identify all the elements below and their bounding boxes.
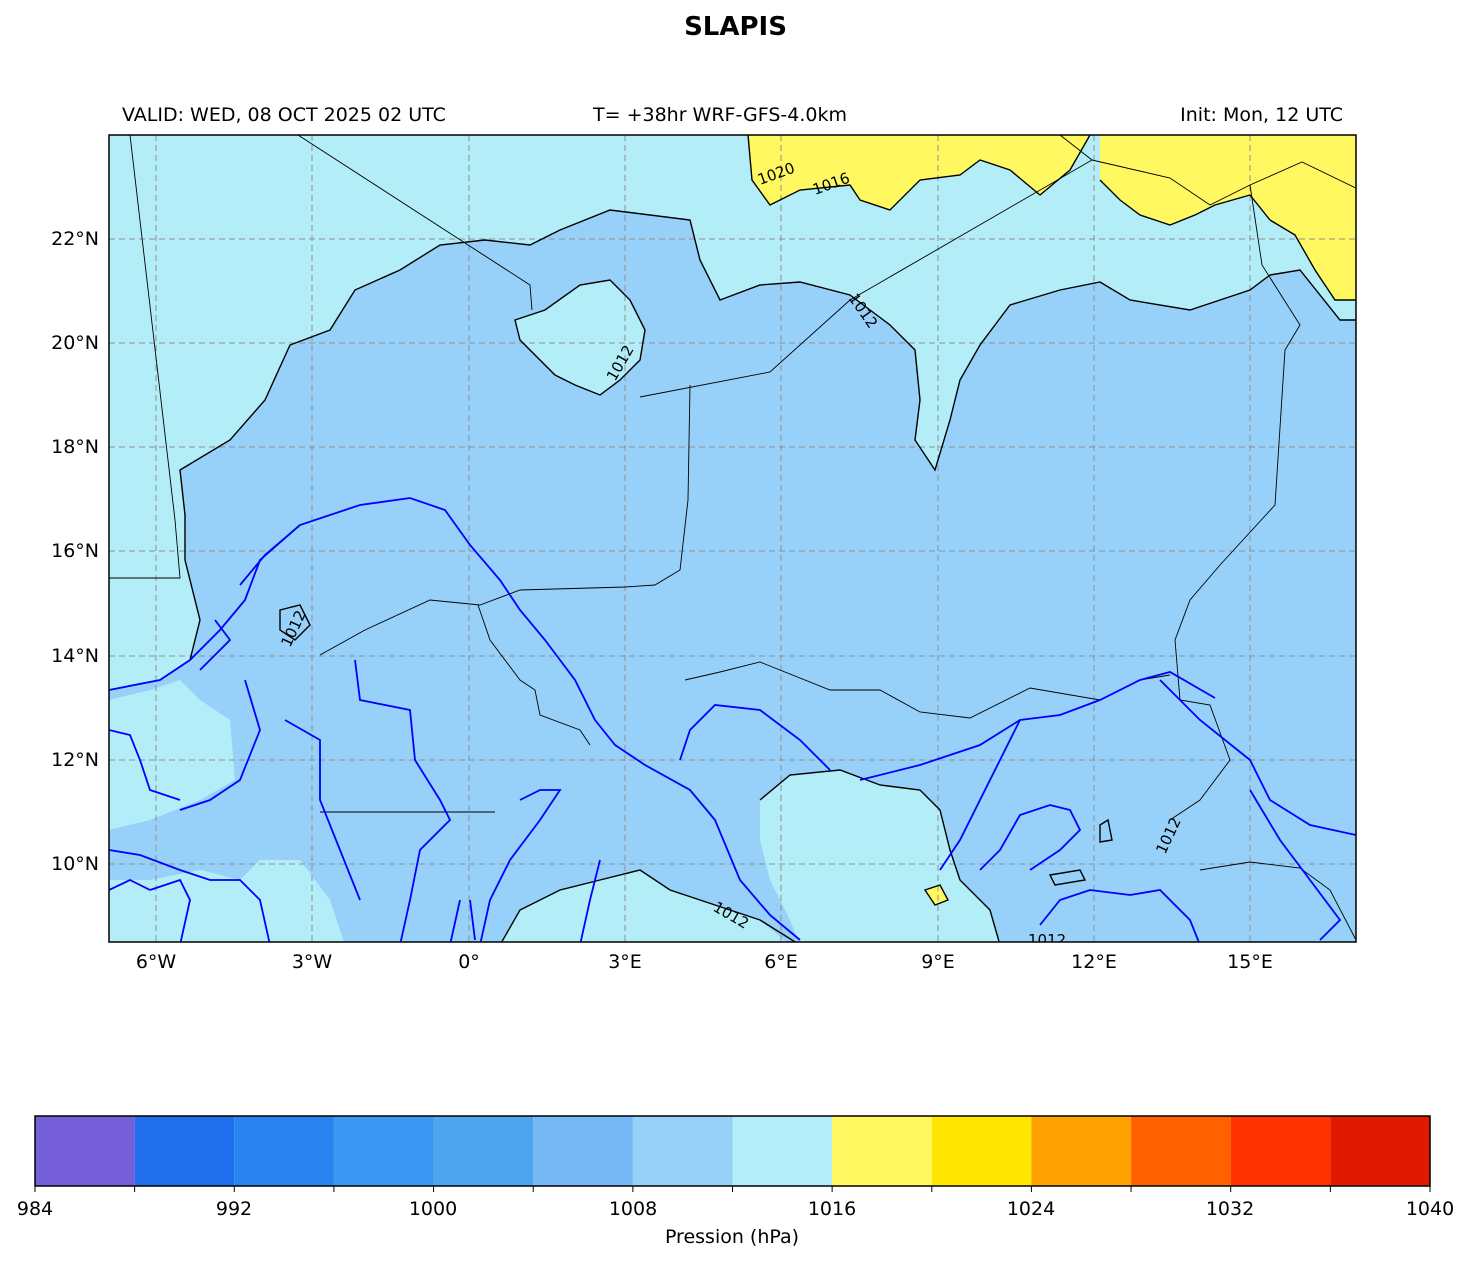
y-tick-label: 12°N	[51, 749, 99, 771]
colorbar-tick-label: 1016	[807, 1198, 857, 1220]
x-tick-label: 15°E	[1227, 951, 1273, 973]
pressure-band-1008-1012	[109, 210, 1356, 942]
valid-time-label: VALID: WED, 08 OCT 2025 02 UTC	[122, 104, 446, 126]
colorbar-swatch	[1230, 1116, 1331, 1186]
colorbar-swatch	[433, 1116, 534, 1186]
colorbar-swatch	[1131, 1116, 1231, 1186]
pressure-band-1016-1020	[748, 135, 1090, 210]
colorbar-swatch	[234, 1116, 334, 1186]
colorbar-swatch	[931, 1116, 1032, 1186]
x-tick-label: 0°	[458, 951, 480, 973]
country-borders	[109, 135, 1356, 941]
graticule	[109, 135, 1356, 942]
map-frame	[108, 134, 1357, 943]
colorbar-swatch	[1031, 1116, 1132, 1186]
chart-title: SLAPIS	[684, 12, 787, 42]
colorbar-tick-label: 1032	[1205, 1198, 1255, 1220]
colorbar-tick-label: 1008	[608, 1198, 658, 1220]
colorbar-label: Pression (hPa)	[664, 1226, 800, 1248]
pressure-pocket	[109, 680, 235, 830]
contour-label: 1012	[1028, 931, 1066, 949]
x-tick-label: 6°E	[764, 951, 798, 973]
colorbar-tick-label: 1040	[1405, 1198, 1455, 1220]
y-tick-label: 14°N	[51, 645, 99, 667]
x-tick-label: 9°E	[921, 951, 955, 973]
colorbar-swatch	[134, 1116, 235, 1186]
colorbar-tick-label: 992	[215, 1198, 253, 1220]
x-tick-label: 6°W	[135, 951, 177, 973]
pressure-pocket	[501, 870, 787, 942]
x-tick-label: 12°E	[1071, 951, 1117, 973]
colorbar-swatch	[1330, 1116, 1430, 1186]
forecast-label: T= +38hr WRF-GFS-4.0km	[593, 104, 847, 126]
colorbar-swatch	[333, 1116, 434, 1186]
colorbar-tick-label: 1024	[1006, 1198, 1056, 1220]
colorbar-swatch	[35, 1116, 135, 1186]
pressure-pocket	[109, 860, 344, 942]
y-tick-label: 20°N	[51, 332, 99, 354]
colorbar-tick-label: 1000	[408, 1198, 458, 1220]
colorbar-swatch	[732, 1116, 833, 1186]
y-tick-label: 22°N	[51, 228, 99, 250]
coastlines	[109, 135, 1356, 942]
colorbar-swatch	[832, 1116, 932, 1186]
map-area: 1020 1016 1012 1012 1012 1012 1012 1012	[109, 135, 1356, 949]
x-tick-label: 3°E	[608, 951, 642, 973]
init-time-label: Init: Mon, 12 UTC	[1180, 104, 1343, 126]
y-tick-label: 18°N	[51, 436, 99, 458]
colorbar	[35, 1116, 1430, 1186]
x-tick-label: 3°W	[291, 951, 333, 973]
colorbar-swatch	[632, 1116, 733, 1186]
y-tick-label: 16°N	[51, 540, 99, 562]
colorbar-swatch	[533, 1116, 633, 1186]
colorbar-ticks	[34, 1186, 1431, 1192]
colorbar-tick-label: 984	[16, 1198, 54, 1220]
y-tick-label: 10°N	[51, 853, 99, 875]
rivers	[109, 497, 1356, 942]
